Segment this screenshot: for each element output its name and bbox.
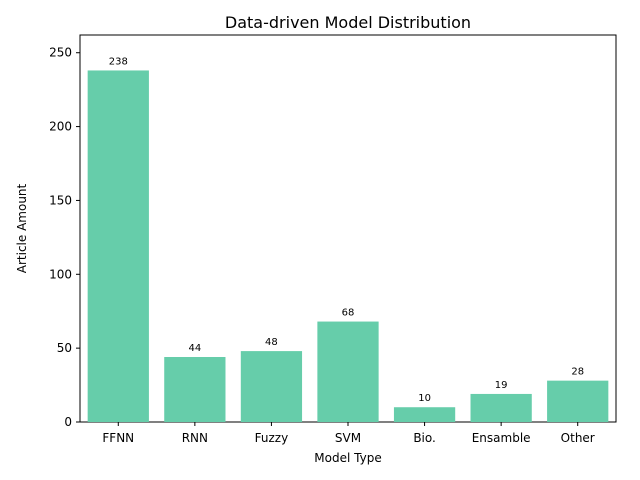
y-axis-label: Article Amount <box>15 183 29 273</box>
bars-group <box>87 70 609 422</box>
bar-value-label: 28 <box>571 367 584 378</box>
bar-value-label: 48 <box>265 337 278 348</box>
x-tick-label: SVM <box>335 431 361 445</box>
x-axis-label: Model Type <box>314 451 381 465</box>
bar-svm <box>317 321 379 422</box>
bar-ffnn <box>87 70 149 422</box>
y-axis: 0 50 100 150 200 250 <box>49 46 80 429</box>
y-tick-label: 100 <box>49 267 72 281</box>
x-tick-label: Other <box>561 431 595 445</box>
bar-value-label: 44 <box>188 343 201 354</box>
bar-value-label: 19 <box>495 380 508 391</box>
bar-bio <box>393 407 456 422</box>
chart-title: Data-driven Model Distribution <box>225 13 471 32</box>
bar-ensamble <box>470 393 532 422</box>
x-axis: FFNN RNN Fuzzy SVM Bio. Ensamble Other <box>102 422 595 445</box>
x-tick-label: RNN <box>182 431 208 445</box>
bar-value-label: 238 <box>109 56 128 67</box>
bar-rnn <box>164 357 226 422</box>
y-tick-label: 0 <box>64 415 72 429</box>
y-tick-label: 50 <box>57 341 72 355</box>
x-tick-label: FFNN <box>102 431 134 445</box>
x-tick-label: Bio. <box>413 431 436 445</box>
x-tick-label: Fuzzy <box>255 431 289 445</box>
bar-other <box>547 380 609 422</box>
bar-value-labels: 238 44 48 68 10 19 28 <box>109 56 584 404</box>
y-tick-label: 150 <box>49 193 72 207</box>
y-tick-label: 200 <box>49 120 72 134</box>
bar-fuzzy <box>240 351 303 422</box>
bar-value-label: 10 <box>418 393 431 404</box>
y-tick-label: 250 <box>49 46 72 60</box>
x-tick-label: Ensamble <box>472 431 531 445</box>
bar-value-label: 68 <box>342 308 355 319</box>
